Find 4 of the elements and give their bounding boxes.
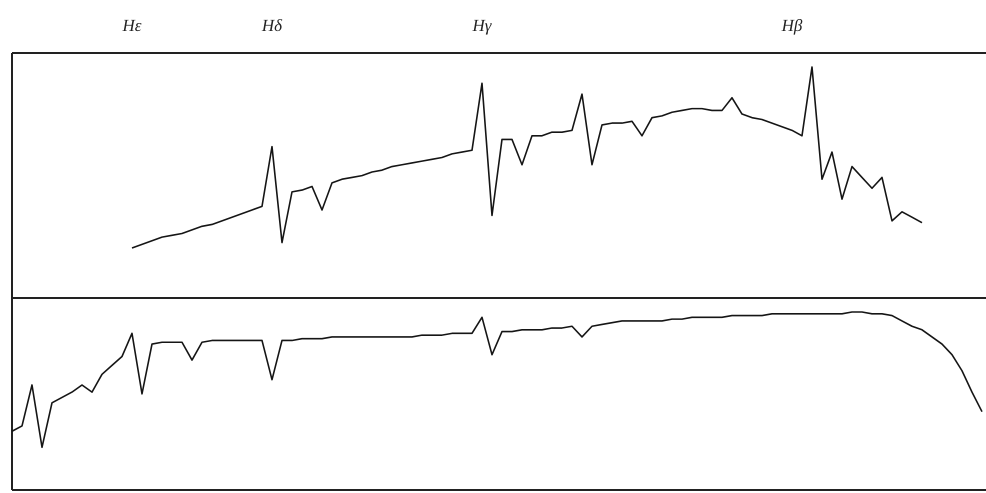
x-tick-label: Hγ [472,16,493,35]
x-tick-label: Hε [122,16,142,35]
x-tick-label: Hδ [260,16,284,35]
x-tick-label: Hβ [780,16,803,35]
